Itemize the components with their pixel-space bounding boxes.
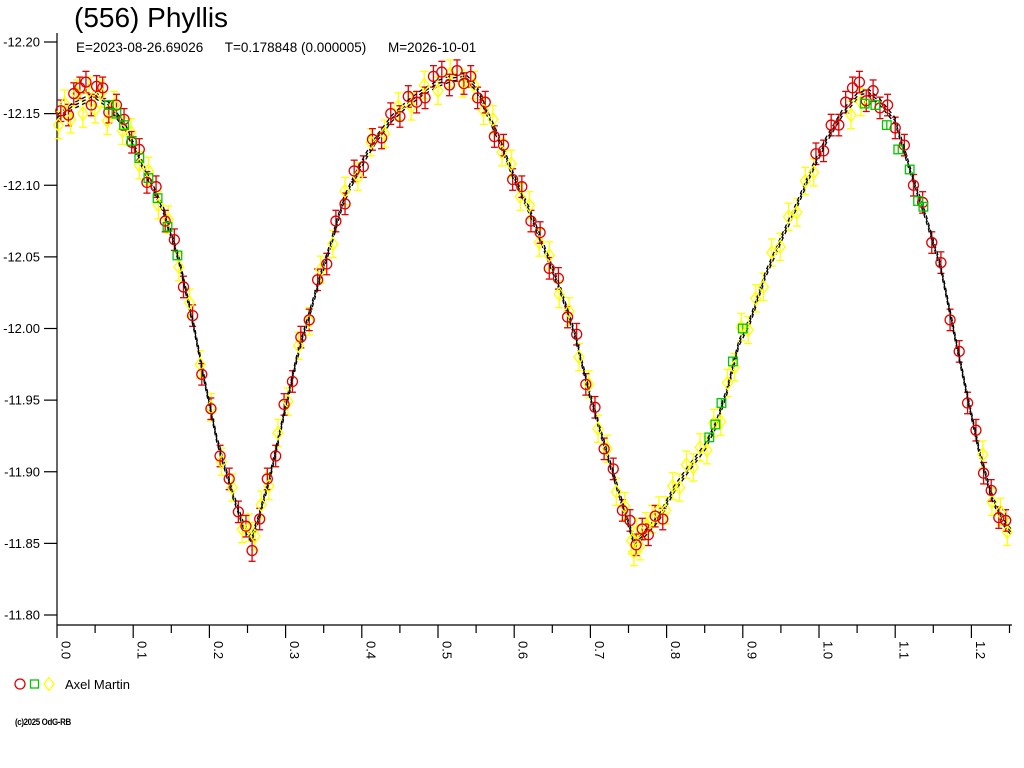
x-tick-label: 0.9: [744, 641, 759, 659]
legend-swatches: [14, 676, 55, 692]
error-bars-session-yellow: [54, 59, 1012, 567]
y-tick-label: -12.10: [3, 178, 40, 193]
y-tick-label: -12.05: [3, 249, 40, 264]
markers-session-green: [103, 98, 929, 443]
axes: [56, 33, 1012, 626]
x-tick-label: 0.8: [668, 641, 683, 659]
markers-session-red: [55, 65, 1012, 557]
mean-date-value: M=2026-10-01: [388, 40, 477, 55]
y-tick-label: -11.85: [4, 536, 40, 551]
y-tick-label: -12.15: [3, 106, 40, 121]
error-bars-session-green: [108, 99, 925, 442]
x-tick-label: 0.1: [135, 641, 150, 659]
ephemeris-line: E=2023-08-26.69026 T=0.178848 (0.000005)…: [76, 40, 494, 55]
x-axis-ticks: 0.0 0.1 0.2 0.3 0.4 0.5 0.6 0.7 0.8 0.9 1.0 1.1 1.2: [56, 625, 1011, 659]
copyright-note: (c)2025 OdG-RB: [15, 717, 71, 727]
y-tick-label: -12.00: [3, 321, 40, 336]
x-tick-label: 0.3: [287, 641, 302, 659]
x-tick-label: 0.5: [440, 641, 455, 659]
fit-curve: [56, 72, 1012, 548]
red-circle-marker: [14, 678, 26, 690]
x-tick-label: 1.1: [897, 641, 912, 659]
y-tick-label: -11.90: [4, 464, 40, 479]
x-tick-label: 0.6: [516, 641, 531, 659]
error-bars-session-red: [57, 59, 1010, 562]
error-bars: [54, 59, 1012, 567]
y-tick-label: -12.20: [3, 35, 40, 50]
y-tick-label: -11.95: [4, 393, 40, 408]
yellow-diamond-marker: [43, 676, 55, 692]
y-axis-ticks: -12.20 -12.15 -12.10 -12.05 -12.00 -11.95 -11.…: [3, 35, 57, 623]
period-value: T=0.178848 (0.000005): [224, 40, 367, 55]
x-tick-label: 0.0: [59, 641, 74, 659]
epoch-value: E=2023-08-26.69026: [76, 40, 204, 55]
x-tick-label: 1.0: [821, 641, 836, 659]
x-tick-label: 0.2: [211, 641, 226, 659]
legend: Axel Martin: [13, 676, 130, 692]
y-tick-label: -11.80: [4, 608, 40, 623]
x-tick-label: 1.2: [973, 641, 988, 659]
green-square-marker: [29, 679, 40, 689]
x-tick-label: 0.7: [592, 641, 607, 659]
legend-observer-label: Axel Martin: [65, 676, 131, 692]
x-tick-label: 0.4: [363, 641, 378, 659]
page-title: (556) Phyllis: [74, 2, 229, 33]
